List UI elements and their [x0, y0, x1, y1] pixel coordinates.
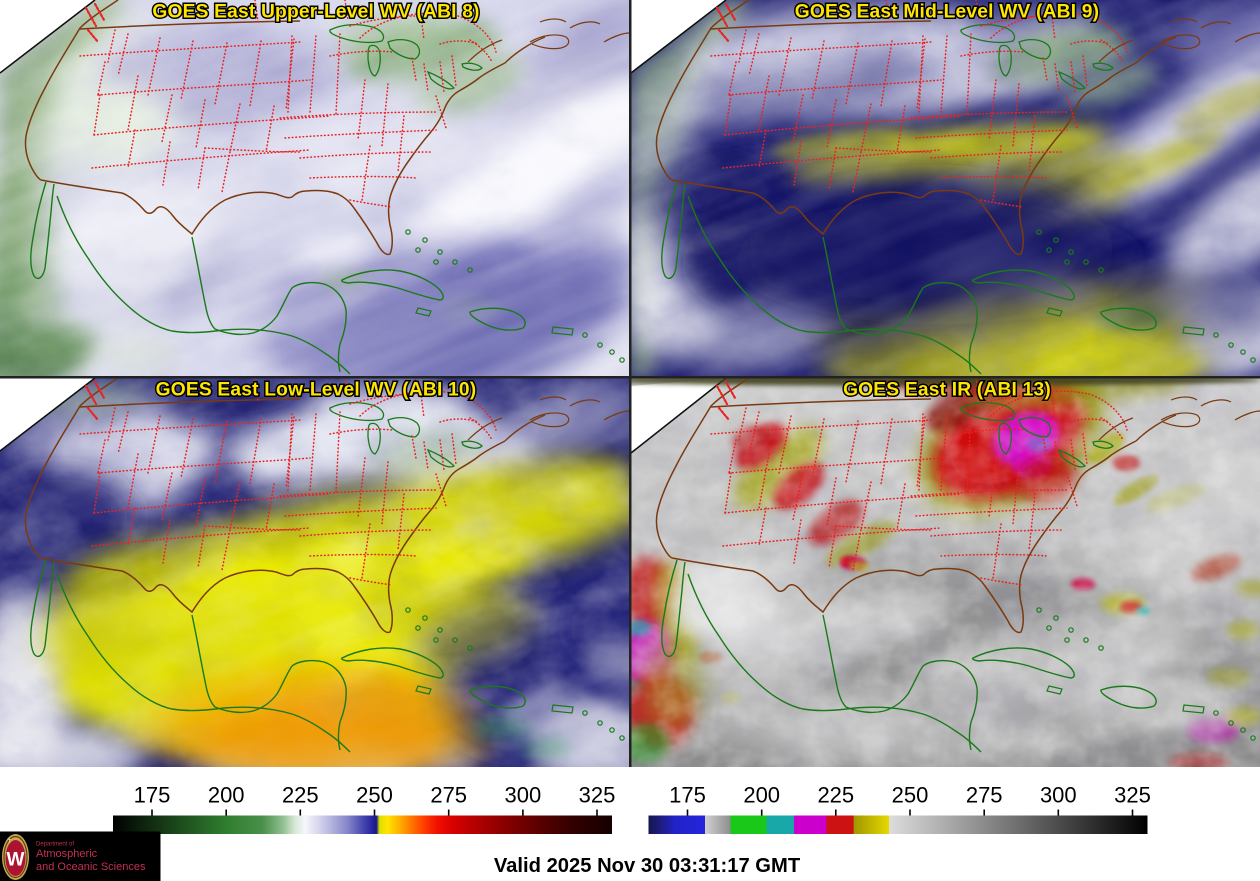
svg-text:300: 300 [1040, 783, 1077, 808]
svg-text:225: 225 [282, 783, 319, 808]
svg-text:175: 175 [669, 783, 706, 808]
svg-text:275: 275 [430, 783, 467, 808]
svg-text:250: 250 [892, 783, 929, 808]
svg-text:300: 300 [505, 783, 542, 808]
svg-text:✝: ✝ [7, 837, 12, 845]
svg-text:W: W [7, 850, 25, 871]
svg-text:325: 325 [1114, 783, 1151, 808]
svg-text:200: 200 [743, 783, 780, 808]
svg-text:and Oceanic Sciences: and Oceanic Sciences [36, 861, 146, 873]
svg-text:275: 275 [966, 783, 1003, 808]
svg-text:225: 225 [817, 783, 854, 808]
svg-text:Valid 2025 Nov 30 03:31:17 GMT: Valid 2025 Nov 30 03:31:17 GMT [494, 855, 801, 877]
svg-text:250: 250 [356, 783, 393, 808]
svg-text:Department of: Department of [36, 842, 74, 848]
svg-text:200: 200 [208, 783, 245, 808]
svg-text:GOES East IR (ABI 13): GOES East IR (ABI 13) [843, 380, 1051, 401]
svg-text:325: 325 [579, 783, 616, 808]
svg-text:175: 175 [134, 783, 171, 808]
svg-text:Atmospheric: Atmospheric [36, 848, 98, 860]
svg-text:GOES East Low-Level WV (ABI 10: GOES East Low-Level WV (ABI 10) [156, 380, 477, 401]
svg-text:GOES East Mid-Level WV (ABI 9): GOES East Mid-Level WV (ABI 9) [795, 2, 1100, 23]
svg-text:GOES East Upper-Level WV (ABI: GOES East Upper-Level WV (ABI 8) [152, 2, 479, 23]
